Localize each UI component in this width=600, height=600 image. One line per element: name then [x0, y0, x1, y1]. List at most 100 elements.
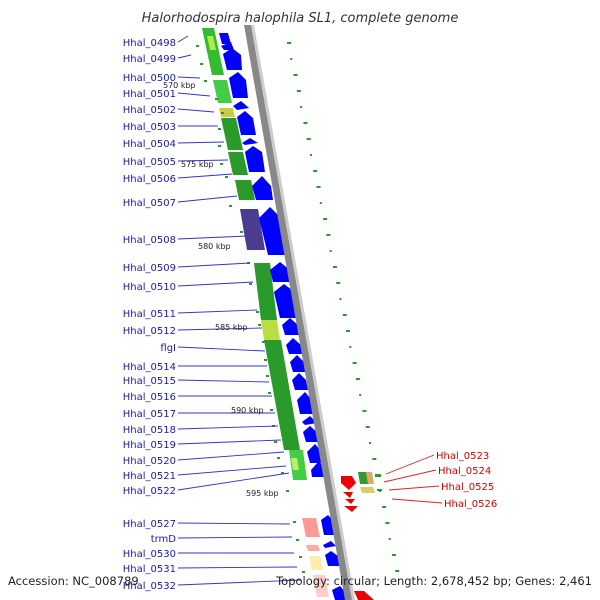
gc-skew-mark — [256, 311, 259, 313]
gene-label-hhal_0511[interactable]: Hhal_0511 — [123, 309, 176, 320]
map-title: Halorhodospira halophila SL1, complete g… — [142, 11, 459, 26]
gc-skew-mark — [220, 163, 223, 165]
gc-skew-mark — [225, 176, 228, 178]
gene-leader-line — [177, 472, 290, 491]
gene-arrow — [233, 101, 249, 110]
gene-leader-line — [177, 76, 201, 79]
gene-label-hhal_0503[interactable]: Hhal_0503 — [123, 122, 176, 133]
gene-leader-line — [177, 195, 238, 203]
gene-leader-line — [177, 566, 298, 569]
gene-leader-line — [177, 579, 302, 586]
gene-label-hhal_0518[interactable]: Hhal_0518 — [123, 425, 176, 436]
gc-segment — [235, 180, 255, 200]
gc-skew-mark — [352, 362, 357, 364]
gc-skew-mark — [293, 521, 296, 523]
gene-leader-line — [177, 173, 233, 179]
gene-arrow — [354, 591, 374, 600]
gc-skew-mark — [296, 539, 299, 541]
gc-segment — [228, 152, 248, 175]
gc-skew-mark — [290, 58, 293, 60]
gene-arrow — [245, 146, 265, 172]
gene-label-hhal_0521[interactable]: Hhal_0521 — [123, 471, 176, 482]
gc-skew-mark — [372, 458, 377, 460]
gene-label-hhal_0522[interactable]: Hhal_0522 — [123, 486, 176, 497]
gene-leader-line — [383, 469, 437, 483]
gene-label-hhal_0514[interactable]: Hhal_0514 — [123, 362, 176, 373]
gc-segment — [306, 545, 320, 551]
gene-leader-line — [177, 108, 215, 113]
gene-label-hhal_0500[interactable]: Hhal_0500 — [123, 73, 176, 84]
kbp-tick-label: 595 kbp — [246, 489, 279, 498]
gc-skew-mark — [264, 359, 267, 361]
gene-label-hhal_0523[interactable]: Hhal_0523 — [436, 451, 489, 462]
gc-segment — [264, 340, 300, 450]
gene-label-hhal_0499[interactable]: Hhal_0499 — [123, 54, 176, 65]
gene-label-hhal_0531[interactable]: Hhal_0531 — [123, 564, 176, 575]
gene-label-flgi[interactable]: flgI — [160, 343, 176, 354]
gc-skew-mark — [346, 330, 351, 332]
gene-leader-line — [391, 498, 443, 504]
gene-label-hhal_0515[interactable]: Hhal_0515 — [123, 376, 176, 387]
gc-skew-mark — [218, 145, 221, 147]
gene-arrow — [252, 176, 273, 200]
gene-leader-line — [177, 159, 229, 162]
gc-segment — [202, 28, 224, 75]
gc-skew-mark — [262, 341, 265, 343]
gene-label-hhal_0508[interactable]: Hhal_0508 — [123, 235, 176, 246]
gc-skew-mark — [388, 538, 391, 540]
gene-label-hhal_0524[interactable]: Hhal_0524 — [438, 466, 491, 477]
gc-skew-mark — [365, 426, 370, 428]
gc-segment — [302, 518, 320, 537]
gene-label-hhal_0532[interactable]: Hhal_0532 — [123, 581, 176, 592]
gene-label-trmd[interactable]: trmD — [151, 534, 177, 545]
gc-skew-mark — [281, 472, 284, 474]
gene-leader-line — [177, 54, 192, 59]
gc-skew-mark — [316, 186, 321, 188]
gene-leader-line — [177, 439, 282, 445]
gene-label-hhal_0510[interactable]: Hhal_0510 — [123, 282, 176, 293]
gene-arrow — [270, 262, 291, 282]
gc-skew-mark — [240, 231, 243, 233]
gene-label-hhal_0506[interactable]: Hhal_0506 — [123, 174, 176, 185]
gc-skew-mark — [266, 375, 269, 377]
gene-label-hhal_0504[interactable]: Hhal_0504 — [123, 139, 176, 150]
gc-segment — [221, 118, 243, 150]
gene-label-hhal_0507[interactable]: Hhal_0507 — [123, 198, 176, 209]
gene-label-hhal_0527[interactable]: Hhal_0527 — [123, 519, 176, 530]
gc-skew-dots — [196, 42, 400, 573]
gene-label-hhal_0525[interactable]: Hhal_0525 — [441, 482, 494, 493]
gene-label-hhal_0498[interactable]: Hhal_0498 — [123, 38, 176, 49]
gene-label-hhal_0516[interactable]: Hhal_0516 — [123, 392, 176, 403]
gc-skew-mark — [286, 490, 289, 492]
gene-leader-line — [177, 522, 291, 525]
gene-leader-line — [177, 346, 266, 352]
gene-arrow — [219, 33, 231, 44]
gc-skew-mark — [355, 378, 360, 380]
gene-leader-line — [177, 465, 287, 476]
gene-label-hhal_0512[interactable]: Hhal_0512 — [123, 326, 176, 337]
gene-label-hhal_0530[interactable]: Hhal_0530 — [123, 549, 176, 560]
gene-arrow — [297, 392, 315, 414]
gene-arrow — [286, 338, 303, 354]
gene-leader-line — [177, 281, 254, 287]
gene-label-hhal_0517[interactable]: Hhal_0517 — [123, 409, 176, 420]
gene-leader-line — [177, 309, 258, 314]
gene-arrow — [274, 284, 296, 318]
gc-segment — [309, 556, 323, 570]
gc-skew-mark — [249, 283, 252, 285]
gene-label-hhal_0526[interactable]: Hhal_0526 — [444, 499, 497, 510]
gene-leader-line — [177, 141, 225, 144]
gene-label-hhal_0505[interactable]: Hhal_0505 — [123, 157, 176, 168]
gc-skew-mark — [332, 266, 337, 268]
gene-arrow — [221, 42, 234, 50]
gene-label-hhal_0519[interactable]: Hhal_0519 — [123, 440, 176, 451]
gc-skew-mark — [359, 394, 362, 396]
gene-label-hhal_0520[interactable]: Hhal_0520 — [123, 456, 176, 467]
gene-leader-line — [177, 92, 211, 97]
gene-leader-line — [177, 262, 251, 268]
gene-label-hhal_0502[interactable]: Hhal_0502 — [123, 105, 176, 116]
gc-segment — [240, 209, 265, 250]
gene-label-hhal_0509[interactable]: Hhal_0509 — [123, 263, 176, 274]
gene-label-hhal_0501[interactable]: Hhal_0501 — [123, 89, 176, 100]
